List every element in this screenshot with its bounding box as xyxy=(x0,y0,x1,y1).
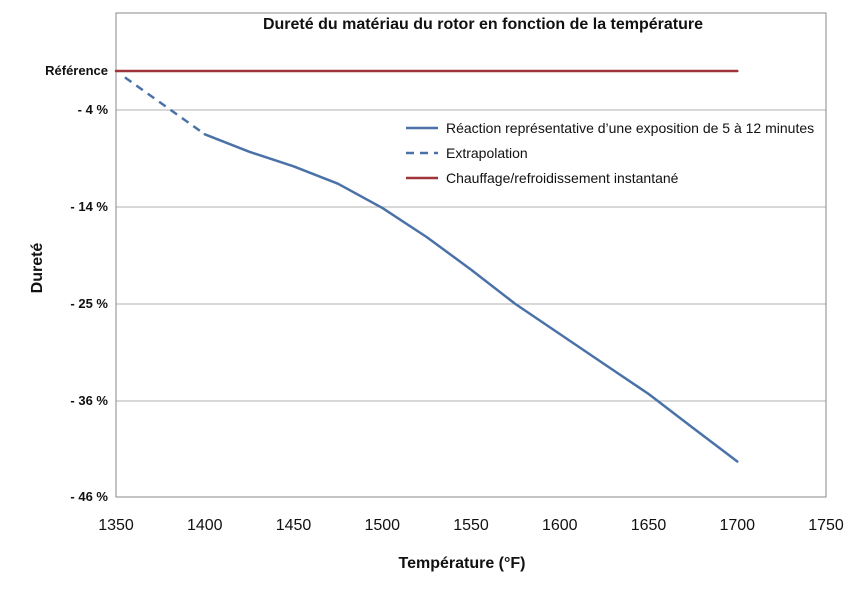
x-tick-label: 1600 xyxy=(542,517,578,534)
x-tick-label: 1500 xyxy=(364,517,400,534)
gridlines xyxy=(116,109,826,402)
x-tick-label: 1350 xyxy=(98,517,134,534)
legend-label: Extrapolation xyxy=(446,145,528,161)
x-tick-label: 1700 xyxy=(719,517,755,534)
legend: Réaction représentative d’une exposition… xyxy=(406,120,814,186)
series-line-1 xyxy=(203,133,739,463)
x-tick-labels: 1350 1400 1450 1500 1550 1600 1650 1700 1750 xyxy=(98,517,844,534)
y-tick-label: - 36 % xyxy=(70,393,108,408)
series-line-2 xyxy=(124,76,206,136)
y-axis-title: Dureté xyxy=(29,243,46,294)
x-tick-label: 1750 xyxy=(808,517,844,534)
x-tick-label: 1550 xyxy=(453,517,489,534)
series-lines xyxy=(114,69,739,463)
chart-title: Dureté du matériau du rotor en fonction … xyxy=(263,16,703,33)
y-tick-label: - 25 % xyxy=(70,296,108,311)
y-tick-label: - 4 % xyxy=(78,102,109,117)
x-axis-title: Température (°F) xyxy=(398,555,525,572)
y-tick-labels: Référence - 4 % - 14 % - 25 % - 36 % - 46 % xyxy=(45,63,108,504)
y-tick-label: - 14 % xyxy=(70,199,108,214)
y-tick-label: Référence xyxy=(45,63,108,78)
legend-label: Réaction représentative d’une exposition… xyxy=(446,120,814,136)
plot-area-frame xyxy=(115,12,827,498)
x-tick-label: 1450 xyxy=(276,517,312,534)
y-tick-label: - 46 % xyxy=(70,489,108,504)
x-tick-label: 1400 xyxy=(187,517,223,534)
legend-label: Chauffage/refroidissement instantané xyxy=(446,170,679,186)
x-tick-label: 1650 xyxy=(631,517,667,534)
